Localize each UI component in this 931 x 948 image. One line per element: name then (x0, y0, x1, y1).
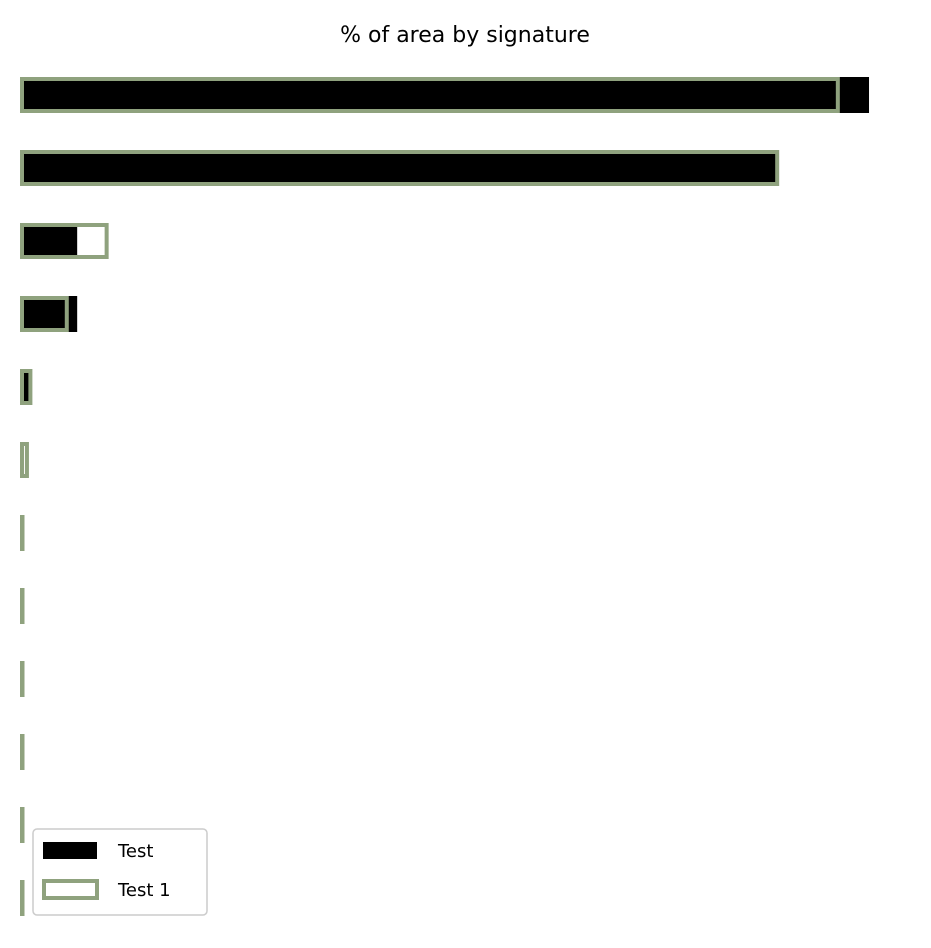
bars-group (20, 77, 870, 916)
bar-test-1 (20, 369, 33, 405)
bar-test-1 (20, 150, 780, 186)
bar-test (20, 150, 778, 186)
bar-test-1 (20, 223, 109, 259)
bar-test-1 (20, 442, 29, 478)
bar-test (20, 223, 78, 259)
legend: Test Test 1 (32, 828, 208, 916)
bar-test-1 (20, 807, 25, 843)
legend-label-test-1: Test 1 (117, 880, 171, 901)
chart-title: % of area by signature (340, 23, 590, 48)
bar-test (20, 369, 29, 405)
bar-test-1 (20, 77, 840, 113)
bar-test-1 (20, 734, 25, 770)
bar-test-1 (20, 515, 25, 551)
legend-swatch-test-1 (42, 879, 99, 900)
bar-test-1 (20, 661, 25, 697)
bar-test (20, 77, 870, 113)
bar-test-1 (20, 588, 25, 624)
bar-test-1 (20, 880, 25, 916)
legend-swatch-test (43, 842, 97, 859)
bar-test-1 (20, 296, 69, 332)
legend-label-test: Test (117, 841, 153, 862)
